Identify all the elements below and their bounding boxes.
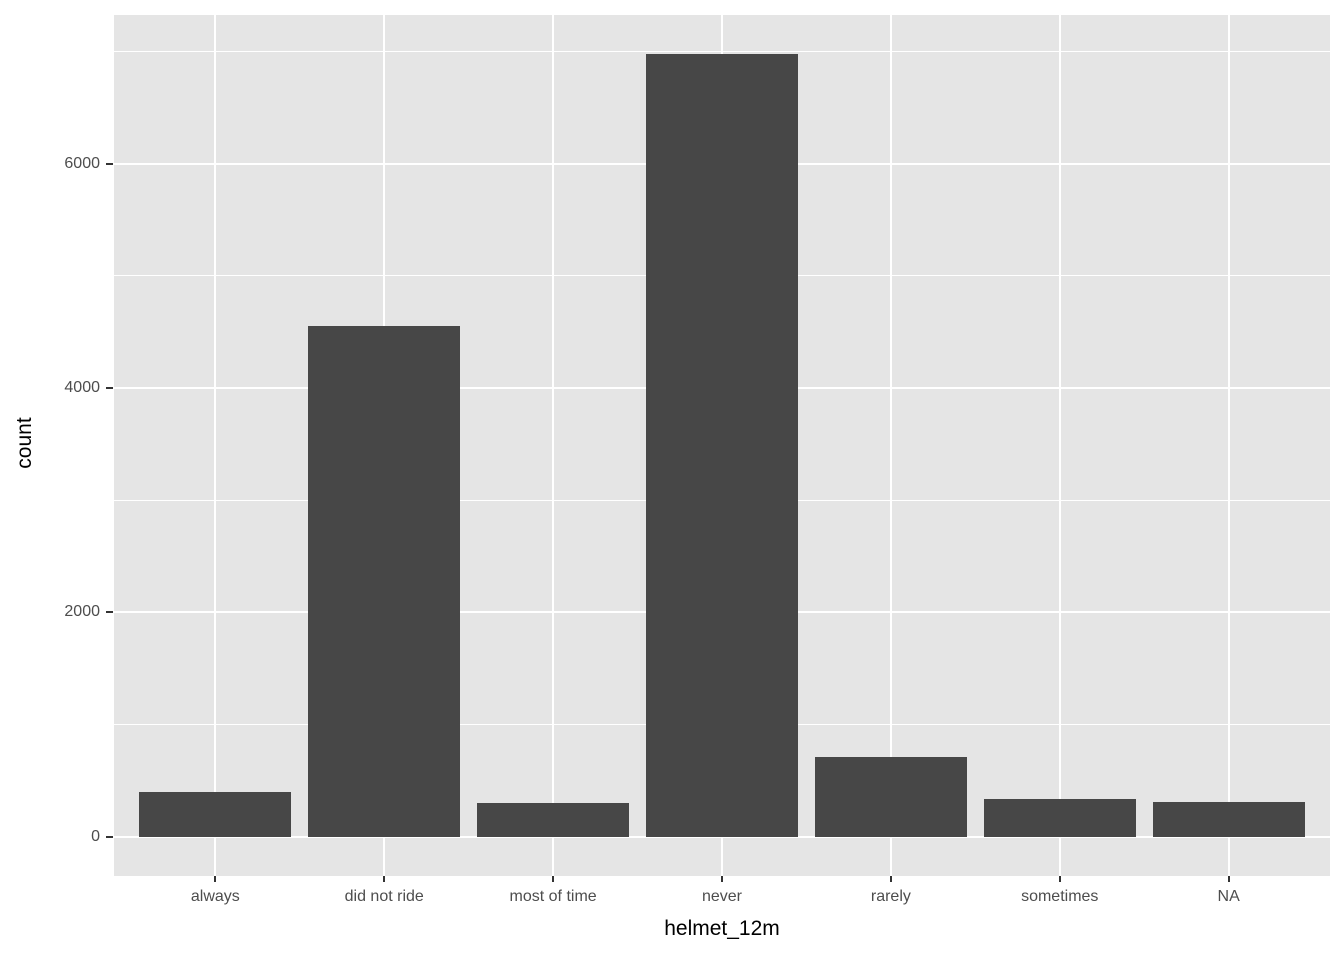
- bar: [477, 803, 630, 837]
- x-tick-mark: [1058, 876, 1061, 882]
- x-tick-label: NA: [1217, 888, 1240, 905]
- x-tick-mark: [721, 876, 723, 882]
- y-tick-label: 4000: [64, 379, 100, 397]
- y-axis-title: count: [13, 417, 36, 469]
- plot-panel: [114, 15, 1330, 876]
- y-tick-mark: [106, 387, 113, 390]
- x-tick-label: rarely: [870, 888, 911, 905]
- x-tick-mark: [383, 876, 386, 882]
- y-tick-mark: [106, 835, 113, 838]
- y-tick-mark: [106, 162, 113, 165]
- x-tick-label: always: [190, 888, 240, 905]
- y-tick-label: 2000: [64, 603, 100, 621]
- v-gridline: [1058, 15, 1061, 876]
- y-tick-mark: [106, 611, 113, 614]
- x-tick-mark: [552, 876, 555, 882]
- y-tick-label: 0: [91, 827, 100, 845]
- x-tick-mark: [889, 876, 892, 882]
- v-gridline: [214, 15, 217, 876]
- bar: [814, 757, 967, 837]
- bar: [308, 326, 461, 837]
- bar: [139, 791, 292, 837]
- v-gridline: [552, 15, 555, 876]
- bar: [646, 54, 798, 837]
- bar: [983, 798, 1136, 837]
- x-tick-label: most of time: [509, 888, 597, 905]
- x-tick-label: did not ride: [344, 888, 424, 905]
- v-gridline: [1227, 15, 1230, 876]
- x-tick-label: sometimes: [1021, 888, 1099, 905]
- x-tick-label: never: [701, 888, 743, 905]
- bars-layer: [114, 15, 1330, 876]
- bar: [1152, 801, 1305, 837]
- v-gridline: [889, 15, 892, 876]
- x-tick-mark: [214, 876, 217, 882]
- x-axis-title: helmet_12m: [664, 917, 780, 940]
- x-tick-mark: [1227, 876, 1230, 882]
- y-tick-label: 6000: [64, 154, 100, 172]
